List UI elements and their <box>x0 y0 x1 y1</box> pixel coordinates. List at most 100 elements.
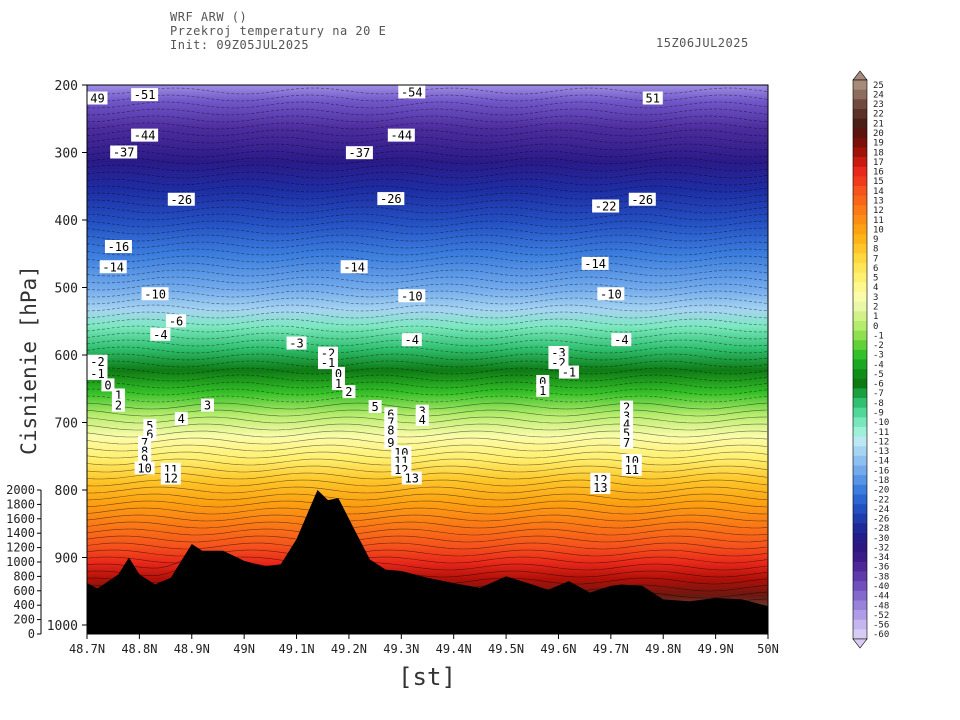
colorbar-swatch <box>853 224 867 235</box>
isotherm-label: 7 <box>387 416 394 430</box>
isotherm-label: 0 <box>539 375 546 389</box>
colorbar-swatch <box>853 205 867 216</box>
x-tick-label: 48.9N <box>174 642 210 656</box>
colorbar-label: 19 <box>873 139 884 149</box>
isotherm-label-bg <box>111 398 125 412</box>
colorbar-label: -1 <box>873 331 884 341</box>
colorbar-label: 5 <box>873 274 878 284</box>
colorbar-label: -7 <box>873 389 884 399</box>
isotherm-label: -37 <box>349 146 371 160</box>
colorbar-label: -9 <box>873 409 884 419</box>
colorbar-swatch <box>853 552 867 563</box>
colorbar-label: -26 <box>873 515 889 525</box>
isotherm-label-bg <box>110 145 138 159</box>
y-tick-label: 800 <box>55 484 78 499</box>
isotherm-label-bg <box>384 423 398 437</box>
isotherm-label: 9 <box>141 453 148 467</box>
colorbar-swatch <box>853 610 867 621</box>
isotherm-label: 1 <box>115 389 122 403</box>
colorbar-swatch <box>853 581 867 592</box>
isotherm-label: 13 <box>593 481 607 495</box>
colorbar-swatch <box>853 446 867 457</box>
colorbar-swatch <box>853 80 867 90</box>
colorbar-label: 3 <box>873 293 878 303</box>
isotherm-label-bg <box>150 327 171 341</box>
colorbar-swatch <box>853 243 867 254</box>
colorbar-swatch <box>853 542 867 553</box>
isotherm-label: 5 <box>371 400 378 414</box>
y-tick-label: 700 <box>55 417 78 432</box>
x-tick-label: 49.9N <box>698 642 734 656</box>
height-tick-label: 1200 <box>6 541 35 555</box>
colorbar-label: -3 <box>873 351 884 361</box>
section-title: Przekroj temperatury na 20 E <box>170 24 387 38</box>
isotherm-label: -6 <box>169 314 183 328</box>
colorbar-label: -12 <box>873 437 889 447</box>
x-tick-label: 49.7N <box>593 642 629 656</box>
colorbar-swatch <box>853 571 867 582</box>
isotherm-label: -26 <box>380 192 402 206</box>
isotherm-label: -4 <box>153 328 167 342</box>
valid-time: 15Z06JUL2025 <box>656 36 749 50</box>
x-tick-label: 48.7N <box>69 642 105 656</box>
isotherm-label: 3 <box>419 405 426 419</box>
colorbar-label: -48 <box>873 601 889 611</box>
height-tick-label: 200 <box>13 613 35 627</box>
x-tick-label: 49.1N <box>278 642 314 656</box>
isotherm-label: 2 <box>115 399 122 413</box>
isotherm-label-bg <box>99 260 127 274</box>
colorbar-label: 21 <box>873 119 884 129</box>
isotherm-label-bg <box>387 128 415 142</box>
colorbar: 2524232221201918171615141312111098765432… <box>852 70 889 649</box>
colorbar-label: 11 <box>873 216 884 226</box>
isotherm-label: -1 <box>321 356 335 370</box>
isotherm-label-bg <box>87 354 108 368</box>
isotherm-label-bg <box>590 480 611 494</box>
colorbar-swatch <box>853 137 867 148</box>
isotherm-label: -16 <box>108 240 130 254</box>
isotherm-label: -4 <box>614 333 628 347</box>
isotherm-label: 5 <box>623 426 630 440</box>
colorbar-swatch <box>853 436 867 447</box>
colorbar-label: 6 <box>873 264 878 274</box>
colorbar-label: -11 <box>873 428 889 438</box>
colorbar-label: -4 <box>873 360 884 370</box>
x-axis: 48.7N 48.8N 48.9N 49N 49.1N 49.2N 49.3N 49.4N 49… <box>69 634 779 656</box>
isotherm-label-bg <box>377 192 405 206</box>
isotherm-label-bg <box>548 345 569 359</box>
isotherm-label: 3 <box>204 399 211 413</box>
colorbar-swatch <box>853 513 867 524</box>
isotherm-label-bg <box>398 289 426 303</box>
colorbar-label: 23 <box>873 100 884 110</box>
colorbar-label: -13 <box>873 447 889 457</box>
isotherm-label-bg <box>581 256 609 270</box>
isotherm-label-bg <box>628 192 656 206</box>
isotherm-label: -22 <box>595 200 617 214</box>
x-tick-label: 49.3N <box>383 642 419 656</box>
model-title: WRF ARW () <box>170 10 248 24</box>
colorbar-swatch <box>853 147 867 158</box>
colorbar-bottom-arrow <box>852 638 868 649</box>
isotherm-label-bg <box>558 365 579 379</box>
isotherm-label: 0 <box>335 367 342 381</box>
isotherm-label: 3 <box>623 409 630 423</box>
colorbar-swatch <box>853 263 867 274</box>
colorbar-swatch <box>853 292 867 302</box>
colorbar-swatch <box>853 195 867 206</box>
isotherm-label: 49 <box>90 92 104 106</box>
isotherm-label-bg <box>592 199 620 213</box>
isotherm-label-bg <box>368 399 382 413</box>
colorbar-swatch <box>853 89 867 100</box>
isotherm-label-bg <box>398 85 426 99</box>
colorbar-swatch <box>853 629 867 640</box>
colorbar-swatch <box>853 600 867 611</box>
height-tick-label: 1400 <box>6 526 35 540</box>
colorbar-swatch <box>853 301 867 312</box>
isotherm-label: 8 <box>387 424 394 438</box>
colorbar-label: -44 <box>873 592 889 602</box>
colorbar-label: 10 <box>873 225 884 235</box>
y-tick-label: 1000 <box>47 619 78 634</box>
colorbar-label: 12 <box>873 206 884 216</box>
